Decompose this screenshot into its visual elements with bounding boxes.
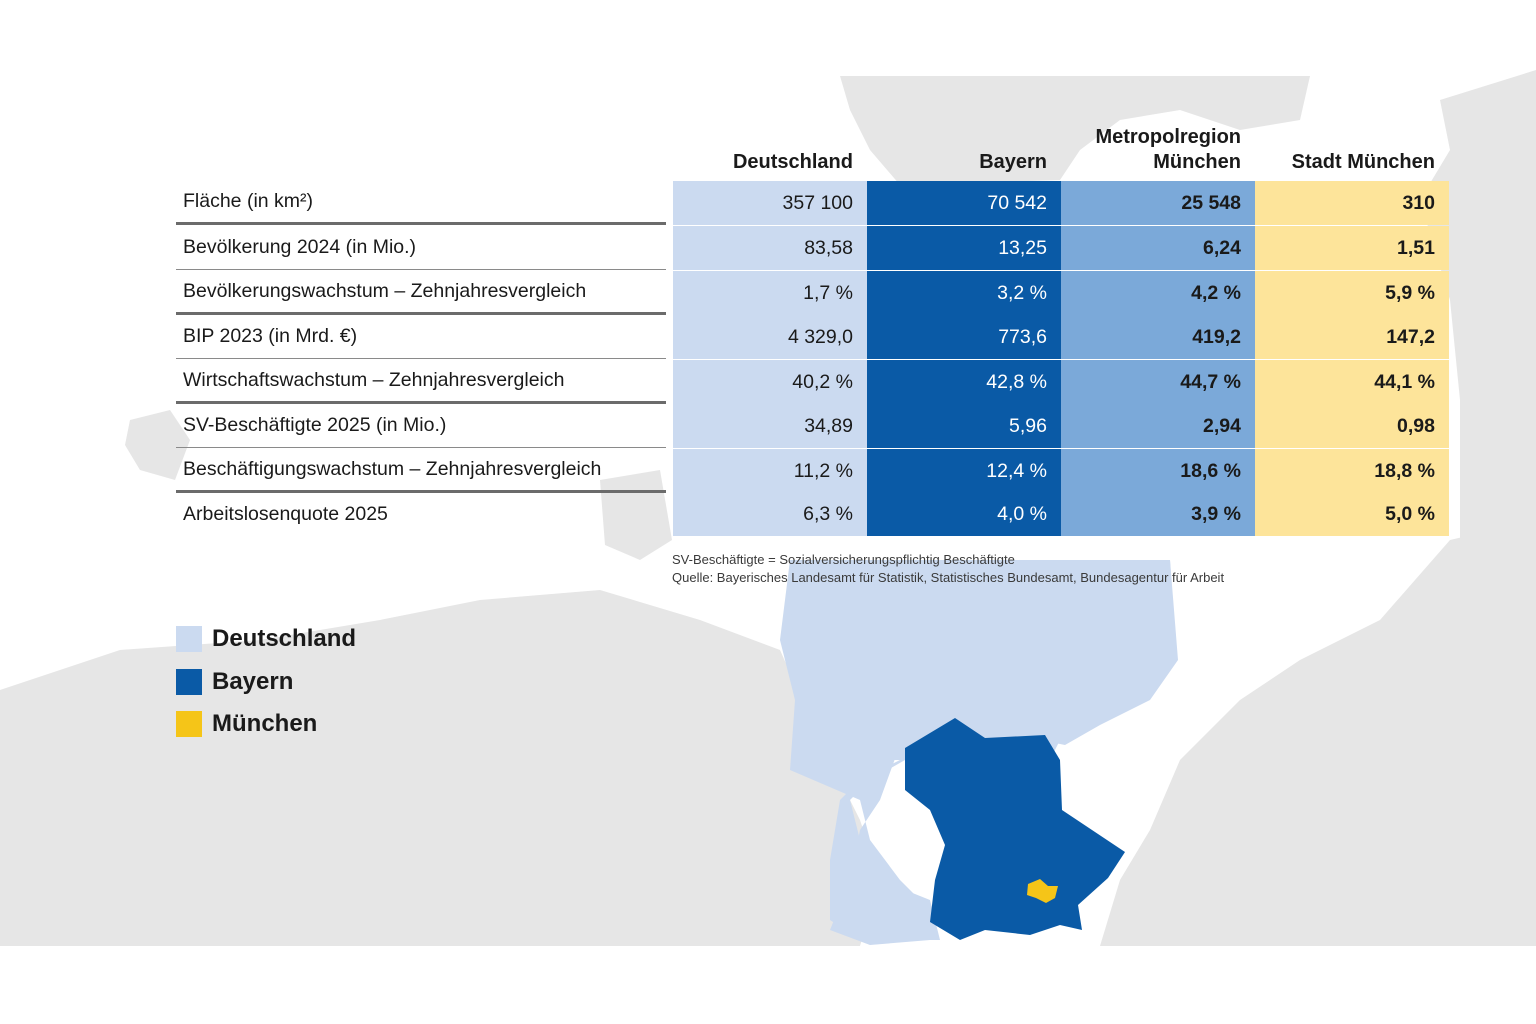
cell-metropolregion: 6,24 — [1061, 226, 1255, 270]
cell-metropolregion: 4,2 % — [1061, 271, 1255, 315]
cell-deutschland: 83,58 — [673, 226, 867, 270]
row-label: Bevölkerungswachstum – Zehnjahresverglei… — [176, 271, 666, 315]
cell-metropolregion: 44,7 % — [1061, 360, 1255, 404]
cell-deutschland: 6,3 % — [673, 492, 867, 536]
muenchen-shape — [1027, 879, 1058, 903]
cell-deutschland: 357 100 — [673, 181, 867, 225]
cell-stadt-muenchen: 5,0 % — [1255, 492, 1449, 536]
cell-stadt-muenchen: 310 — [1255, 181, 1449, 225]
column-header-bayern: Bayern — [979, 151, 1047, 173]
column-header-metropolregion: Metropolregion München — [1061, 125, 1241, 175]
row-label: Arbeitslosenquote 2025 — [183, 502, 388, 525]
row-label: Wirtschaftswachstum – Zehnjahresvergleic… — [176, 360, 666, 404]
cell-deutschland: 34,89 — [673, 404, 867, 448]
cell-bayern: 13,25 — [867, 226, 1061, 270]
cell-stadt-muenchen: 1,51 — [1255, 226, 1449, 270]
cell-stadt-muenchen: 44,1 % — [1255, 360, 1449, 404]
row-label: SV-Beschäftigte 2025 (in Mio.) — [176, 404, 666, 448]
cell-bayern: 12,4 % — [867, 449, 1061, 493]
legend-label: München — [212, 710, 318, 737]
legend-item-deutschland: Deutschland — [176, 625, 356, 653]
cell-stadt-muenchen: 147,2 — [1255, 315, 1449, 359]
cell-stadt-muenchen: 0,98 — [1255, 404, 1449, 448]
row-label: BIP 2023 (in Mrd. €) — [176, 315, 666, 359]
legend-swatch-deutschland — [176, 626, 202, 652]
row-label: Beschäftigungswachstum – Zehnjahresvergl… — [176, 449, 666, 493]
legend-swatch-muenchen — [176, 711, 202, 737]
cell-bayern: 4,0 % — [867, 492, 1061, 536]
legend-label: Deutschland — [212, 625, 357, 652]
column-header-stadt-muenchen: Stadt München — [1291, 151, 1435, 173]
cell-bayern: 3,2 % — [867, 271, 1061, 315]
legend-item-bayern: Bayern — [176, 668, 293, 696]
cell-deutschland: 40,2 % — [673, 360, 867, 404]
cell-stadt-muenchen: 18,8 % — [1255, 449, 1449, 493]
column-header-metropolregion-line2: München — [1153, 151, 1241, 173]
source-note: Quelle: Bayerisches Landesamt für Statis… — [672, 570, 1225, 585]
cell-bayern: 5,96 — [867, 404, 1061, 448]
legend-swatch-bayern — [176, 669, 202, 695]
cell-deutschland: 1,7 % — [673, 271, 867, 315]
cell-deutschland: 4 329,0 — [673, 315, 867, 359]
abbreviation-note: SV-Beschäftigte = Sozialversicherungspfl… — [672, 552, 1015, 567]
cell-bayern: 773,6 — [867, 315, 1061, 359]
legend-item-muenchen: München — [176, 710, 317, 738]
column-header-deutschland: Deutschland — [732, 151, 853, 173]
cell-deutschland: 11,2 % — [673, 449, 867, 493]
cell-metropolregion: 25 548 — [1061, 181, 1255, 225]
cell-metropolregion: 3,9 % — [1061, 492, 1255, 536]
cell-bayern: 70 542 — [867, 181, 1061, 225]
cell-metropolregion: 419,2 — [1061, 315, 1255, 359]
column-header-metropolregion-line1: Metropolregion — [1095, 126, 1241, 148]
cell-metropolregion: 18,6 % — [1061, 449, 1255, 493]
legend-label: Bayern — [212, 668, 294, 695]
row-label: Bevölkerung 2024 (in Mio.) — [176, 226, 666, 270]
row-label: Fläche (in km²) — [176, 181, 666, 225]
bavaria-shape — [905, 718, 1125, 940]
cell-stadt-muenchen: 5,9 % — [1255, 271, 1449, 315]
cell-bayern: 42,8 % — [867, 360, 1061, 404]
cell-metropolregion: 2,94 — [1061, 404, 1255, 448]
